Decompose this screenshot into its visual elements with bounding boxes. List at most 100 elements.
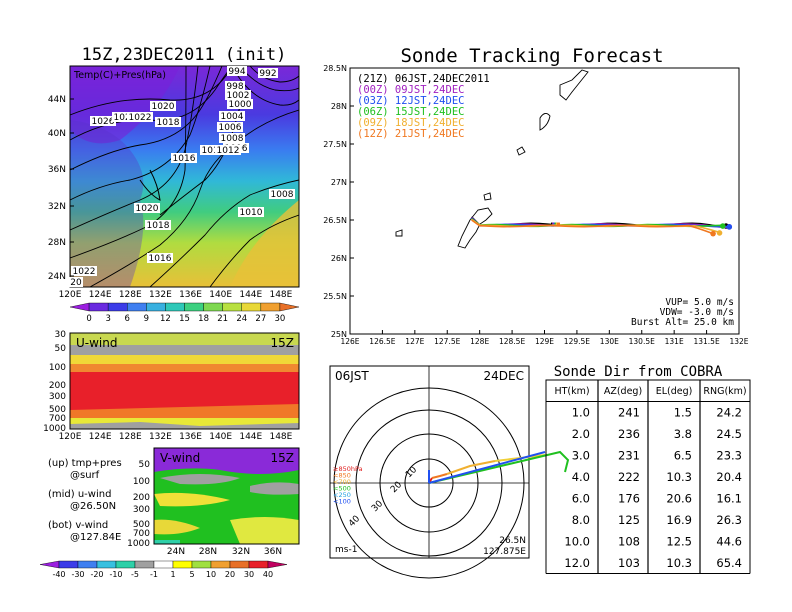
track-end-point bbox=[710, 230, 716, 237]
tracking-y-label: 28.5N bbox=[323, 64, 347, 73]
tracking-legend-entry: (00Z) 09JST,24DEC bbox=[357, 84, 464, 96]
map-lon-label: 124E bbox=[89, 290, 112, 300]
direction-table: HT(km) AZ(deg) EL(deg) RNG(km) 1.0 241 1.5 24.2… bbox=[545, 379, 751, 574]
map-title: 15Z,23DEC2011 (init) bbox=[82, 45, 287, 65]
uwind-lon-ticks: 120E 124E 128E 132E 136E 140E 144E 148E bbox=[59, 432, 293, 442]
wind-colorbar-swatch bbox=[58, 560, 79, 569]
tracking-y-label: 28N bbox=[331, 102, 347, 111]
tracking-x-ticks: 126E 126.5E 127E 127.5E 128E 128.5E 129E 129.5E… bbox=[340, 330, 749, 346]
tracking-legend-entry: (21Z) 06JST,24DEC2011 bbox=[357, 73, 490, 85]
tracking-x-label: 128E bbox=[470, 337, 489, 346]
tracking-annotation: Burst Alt= 25.0 km bbox=[631, 317, 734, 328]
hodograph bbox=[428, 450, 570, 484]
tracking-legend-entry: (03Z) 12JST,24DEC bbox=[357, 95, 464, 107]
isobar-label: 1004 bbox=[221, 112, 244, 122]
vwind-blue bbox=[154, 540, 180, 544]
colorbar-swatch bbox=[107, 302, 128, 312]
isobar-label: 1006 bbox=[219, 123, 242, 133]
table-cell: 6.5 bbox=[674, 449, 692, 463]
hodograph-segment bbox=[428, 451, 546, 484]
vwind-gray1 bbox=[160, 474, 240, 485]
table-cell: 44.6 bbox=[716, 535, 742, 549]
vwind-p-label: 200 bbox=[133, 493, 150, 503]
colorbar-label: 21 bbox=[217, 314, 228, 324]
map-lon-label: 128E bbox=[119, 290, 142, 300]
table-header: RNG(km) bbox=[703, 386, 746, 397]
uwind-p-label: 30 bbox=[55, 330, 67, 340]
wind-colorbar-label: 20 bbox=[225, 570, 235, 579]
tracking-x-label: 130E bbox=[600, 337, 619, 346]
colorbar-swatch bbox=[222, 302, 242, 312]
tracking-y-label: 26N bbox=[331, 254, 347, 263]
table-cell: 10.0 bbox=[564, 535, 590, 549]
isobar-labels: 9949929981002100010041006100810061020102… bbox=[69, 66, 295, 288]
table-cell: 241 bbox=[618, 406, 640, 420]
tracking-x-label: 126.5E bbox=[369, 337, 395, 346]
wind-colorbar-label: -30 bbox=[71, 570, 84, 579]
table-cell: 1.0 bbox=[572, 406, 590, 420]
isobar bbox=[89, 109, 299, 287]
isobar-label: 1008 bbox=[221, 134, 244, 144]
tracking-legend: (21Z) 06JST,24DEC2011(00Z) 09JST,24DEC(0… bbox=[357, 73, 490, 140]
table-cell: 2.0 bbox=[572, 427, 590, 441]
hodograph-segment bbox=[431, 473, 448, 479]
tracking-x-label: 127E bbox=[405, 337, 424, 346]
vwind-yellow2 bbox=[230, 517, 299, 544]
tracking-frame bbox=[349, 67, 740, 335]
tracking-y-label: 26.5N bbox=[323, 216, 347, 225]
tracking-x-label: 127.5E bbox=[434, 337, 460, 346]
table-header: EL(deg) bbox=[656, 386, 693, 397]
map-lat-label: 28N bbox=[48, 238, 66, 248]
wind-colorbar-label: 1 bbox=[170, 570, 175, 579]
tracking-y-label: 27N bbox=[331, 178, 347, 187]
island-kerama bbox=[395, 229, 403, 237]
table-header: AZ(deg) bbox=[604, 386, 642, 397]
table-cell: 26.3 bbox=[716, 513, 742, 527]
polar-legend-entry: <500 bbox=[333, 485, 351, 493]
colorbar-label: 24 bbox=[236, 314, 247, 324]
map-lon-label: 140E bbox=[209, 290, 232, 300]
tracking-legend-entry: (09Z) 18JST,24DEC bbox=[357, 117, 464, 129]
wind-colorbar-label: -5 bbox=[131, 570, 139, 579]
tracking-legend-entry: (06Z) 15JST,24DEC bbox=[357, 106, 464, 118]
vwind-frame bbox=[153, 447, 300, 545]
legend-sub: @127.84E bbox=[70, 532, 121, 543]
uwind-title: U-wind bbox=[76, 336, 117, 350]
colorbar-swatch bbox=[260, 302, 281, 312]
table-cell: 3.0 bbox=[572, 449, 590, 463]
isobar bbox=[249, 66, 299, 83]
colorbar-label: 0 bbox=[86, 314, 91, 324]
uwind-lower-orange bbox=[70, 404, 299, 418]
colorbar-label: 3 bbox=[105, 314, 110, 324]
colorbar-label: 30 bbox=[275, 314, 286, 324]
uwind-p-label: 200 bbox=[49, 381, 66, 391]
panel-legend: (up) tmp+pres@surf (mid) u-wind@26.50N (bo… bbox=[48, 458, 122, 543]
table-cell: 16.1 bbox=[716, 492, 742, 506]
table-cell: 12.0 bbox=[564, 556, 590, 570]
polar-legend-entry: ≥850hPa bbox=[333, 465, 363, 473]
wind-colorbar-swatch bbox=[191, 560, 212, 569]
colorbar-swatch bbox=[279, 302, 300, 312]
polar-legend-entry: <100 bbox=[333, 498, 351, 506]
table-cell: 12.5 bbox=[666, 535, 692, 549]
legend-line: (mid) u-wind bbox=[48, 489, 111, 500]
colorbar-swatch bbox=[241, 302, 262, 312]
table-cell: 24.5 bbox=[716, 427, 742, 441]
polar-date: 24DEC bbox=[484, 369, 524, 383]
wind-colorbar-swatch bbox=[39, 560, 60, 569]
polar-legend-entry: <850 bbox=[333, 472, 351, 480]
track-line bbox=[471, 219, 714, 235]
vwind-lat-label: 32N bbox=[232, 547, 250, 557]
vwind-gray2 bbox=[250, 482, 299, 495]
isobar bbox=[70, 66, 223, 171]
table-cell: 23.3 bbox=[716, 449, 742, 463]
isobar-label: 1018 bbox=[157, 118, 180, 128]
map-frame bbox=[69, 65, 300, 288]
tracking-x-label: 131E bbox=[665, 337, 684, 346]
isobar-label: 1020 bbox=[152, 102, 175, 112]
isobar-label: 994 bbox=[228, 67, 245, 77]
tracking-legend-entry: (12Z) 21JST,24DEC bbox=[357, 128, 464, 140]
vwind-lat-label: 36N bbox=[264, 547, 282, 557]
